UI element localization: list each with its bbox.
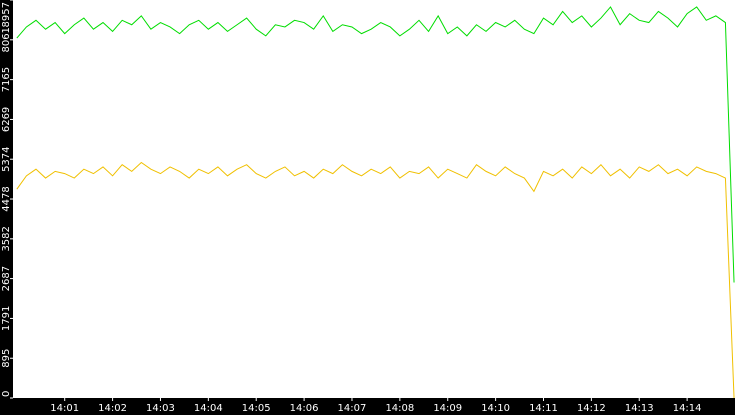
x-tick-label: 14:13 xyxy=(625,403,654,414)
x-tick-label: 14:03 xyxy=(146,403,175,414)
y-tick-label: 4478 xyxy=(1,186,12,211)
y-tick-label: 6269 xyxy=(1,107,12,132)
y-tick-label: 8957 xyxy=(1,2,12,27)
y-tick-label: 5374 xyxy=(1,146,12,171)
y-tick-label: 2687 xyxy=(1,266,12,291)
y-tick-label: 1791 xyxy=(1,306,12,331)
y-tick-label: 7165 xyxy=(1,67,12,92)
x-tick-label: 14:02 xyxy=(98,403,127,414)
y-tick-label: 8061 xyxy=(1,27,12,52)
x-tick-label: 14:09 xyxy=(433,403,462,414)
series-line xyxy=(16,6,735,283)
x-tick-label: 14:07 xyxy=(338,403,367,414)
x-tick-label: 14:11 xyxy=(529,403,558,414)
y-tick-label: 3582 xyxy=(1,226,12,251)
series-line xyxy=(16,161,735,399)
y-tick-label: 0 xyxy=(1,391,12,397)
x-tick-label: 14:06 xyxy=(290,403,319,414)
x-tick-label: 14:05 xyxy=(242,403,271,414)
y-axis-strip xyxy=(0,0,13,415)
x-tick-label: 14:10 xyxy=(481,403,510,414)
x-tick-label: 14:08 xyxy=(385,403,414,414)
x-tick-label: 14:14 xyxy=(673,403,702,414)
y-tick-label: 895 xyxy=(1,349,12,368)
x-tick-label: 14:01 xyxy=(50,403,79,414)
x-tick-label: 14:04 xyxy=(194,403,223,414)
x-axis-strip xyxy=(0,398,735,415)
x-tick-label: 14:12 xyxy=(577,403,606,414)
